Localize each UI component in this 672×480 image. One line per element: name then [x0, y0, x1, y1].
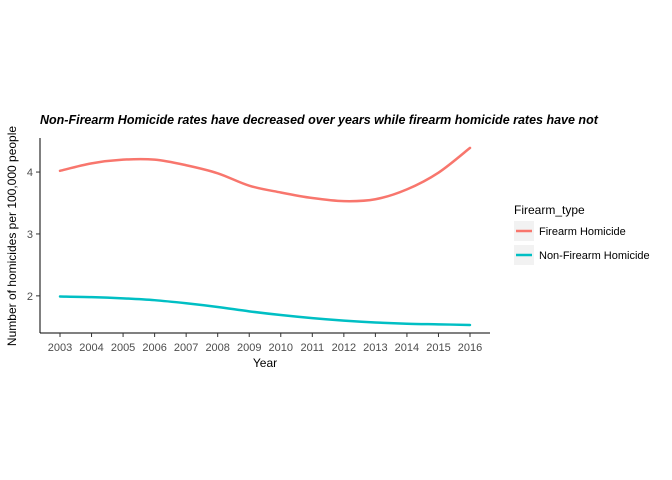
legend: Firearm_type Firearm Homicide Non-Firearm…: [514, 203, 650, 265]
x-tick-label: 2003: [48, 342, 72, 354]
y-tick-label: 4: [27, 167, 33, 179]
series-lines: [58, 146, 472, 327]
x-axis-title: Year: [253, 356, 277, 370]
y-axis-title: Number of homicides per 100,000 people: [5, 126, 19, 346]
x-ticks: 2003 2004 2005 2006 2007 2008 2009 2010 2011 2012…: [48, 333, 482, 354]
x-tick-label: 2013: [363, 342, 387, 354]
chart-title: Non-Firearm Homicide rates have decrease…: [40, 113, 599, 127]
legend-items: Firearm Homicide Non-Firearm Homicide: [514, 221, 650, 265]
legend-title: Firearm_type: [514, 203, 585, 217]
x-tick-label: 2008: [205, 342, 229, 354]
x-tick-label: 2004: [79, 342, 103, 354]
x-tick-label: 2009: [237, 342, 261, 354]
x-tick-label: 2014: [395, 342, 419, 354]
plot-panel: 2 3 4 2003 2004 2005 2006 2007 2008 2009 2010 2011…: [27, 138, 490, 354]
y-tick-label: 3: [27, 229, 33, 241]
x-tick-label: 2012: [332, 342, 356, 354]
legend-label-firearm-homicide: Firearm Homicide: [539, 226, 626, 238]
y-ticks: 2 3 4: [27, 167, 40, 303]
series-line-non-firearm-homicide: [58, 295, 472, 327]
x-tick-label: 2010: [269, 342, 293, 354]
x-tick-label: 2007: [174, 342, 198, 354]
legend-label-non-firearm-homicide: Non-Firearm Homicide: [539, 250, 650, 262]
x-tick-label: 2016: [458, 342, 482, 354]
x-tick-label: 2015: [426, 342, 450, 354]
series-line-firearm-homicide: [58, 146, 472, 203]
x-tick-label: 2011: [300, 342, 324, 354]
x-tick-label: 2005: [111, 342, 135, 354]
y-tick-label: 2: [27, 291, 33, 303]
x-tick-label: 2006: [142, 342, 166, 354]
